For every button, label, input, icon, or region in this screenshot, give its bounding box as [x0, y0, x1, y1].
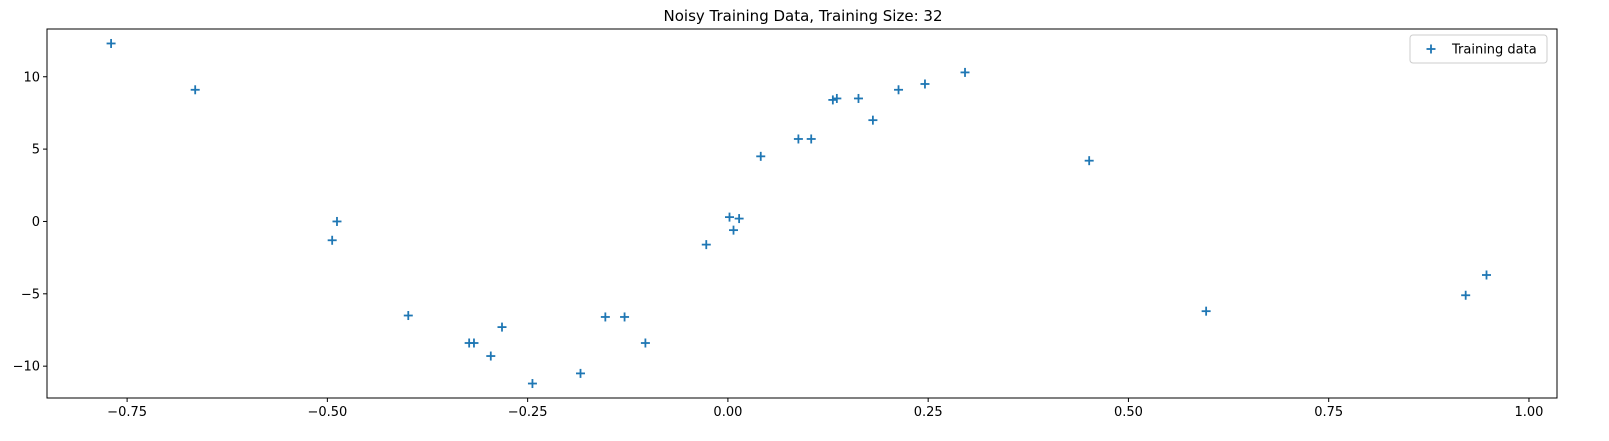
x-tick-label: −0.75	[107, 405, 147, 420]
data-point	[853, 93, 863, 103]
plot-area: −0.75 −0.50 −0.25 0.00 0.25 0.50 0.75 1.00 −10 −5…	[13, 28, 1558, 420]
x-tick-label: −0.50	[307, 405, 347, 420]
data-point	[576, 368, 586, 378]
data-point	[469, 338, 479, 348]
data-point	[920, 79, 930, 89]
data-point	[106, 38, 116, 48]
data-point	[497, 322, 507, 332]
axes-frame	[46, 28, 1558, 399]
data-point	[793, 134, 803, 144]
data-point	[701, 240, 711, 250]
legend-label: Training data	[1451, 43, 1537, 58]
y-tick-label: 10	[23, 70, 40, 85]
y-tick-label: 0	[32, 215, 40, 230]
x-tick-label: 0.25	[914, 405, 943, 420]
legend: Training data	[1409, 34, 1548, 64]
data-point	[828, 95, 838, 105]
x-tick-label: 1.00	[1514, 405, 1543, 420]
data-point	[1482, 270, 1492, 280]
data-point	[640, 338, 650, 348]
data-point	[332, 216, 342, 226]
data-point	[960, 67, 970, 77]
data-point	[734, 214, 744, 224]
series-0	[106, 38, 1492, 389]
data-point	[1461, 290, 1471, 300]
data-point	[403, 311, 413, 321]
x-tick-label: 0.50	[1114, 405, 1143, 420]
data-point	[868, 115, 878, 125]
chart-title: Noisy Training Data, Training Size: 32	[664, 7, 943, 25]
data-point	[756, 151, 766, 161]
data-point	[729, 225, 739, 235]
data-point	[894, 85, 904, 95]
data-point	[1201, 306, 1211, 316]
y-tick-label: −10	[13, 360, 40, 375]
y-tick-label: 5	[32, 143, 40, 158]
data-point	[190, 85, 200, 95]
x-tick-label: −0.25	[508, 405, 548, 420]
data-point	[725, 212, 735, 222]
legend-marker-icon	[1426, 44, 1436, 54]
data-point	[327, 235, 337, 245]
data-point	[832, 93, 842, 103]
x-tick-label: 0.75	[1314, 405, 1343, 420]
data-point	[806, 134, 816, 144]
x-tick-label: 0.00	[713, 405, 742, 420]
y-tick-label: −5	[21, 287, 40, 302]
data-point	[620, 312, 630, 322]
data-point	[600, 312, 610, 322]
legend-box	[1409, 34, 1548, 64]
data-point	[486, 351, 496, 361]
data-point	[527, 379, 537, 389]
data-point	[1084, 156, 1094, 166]
